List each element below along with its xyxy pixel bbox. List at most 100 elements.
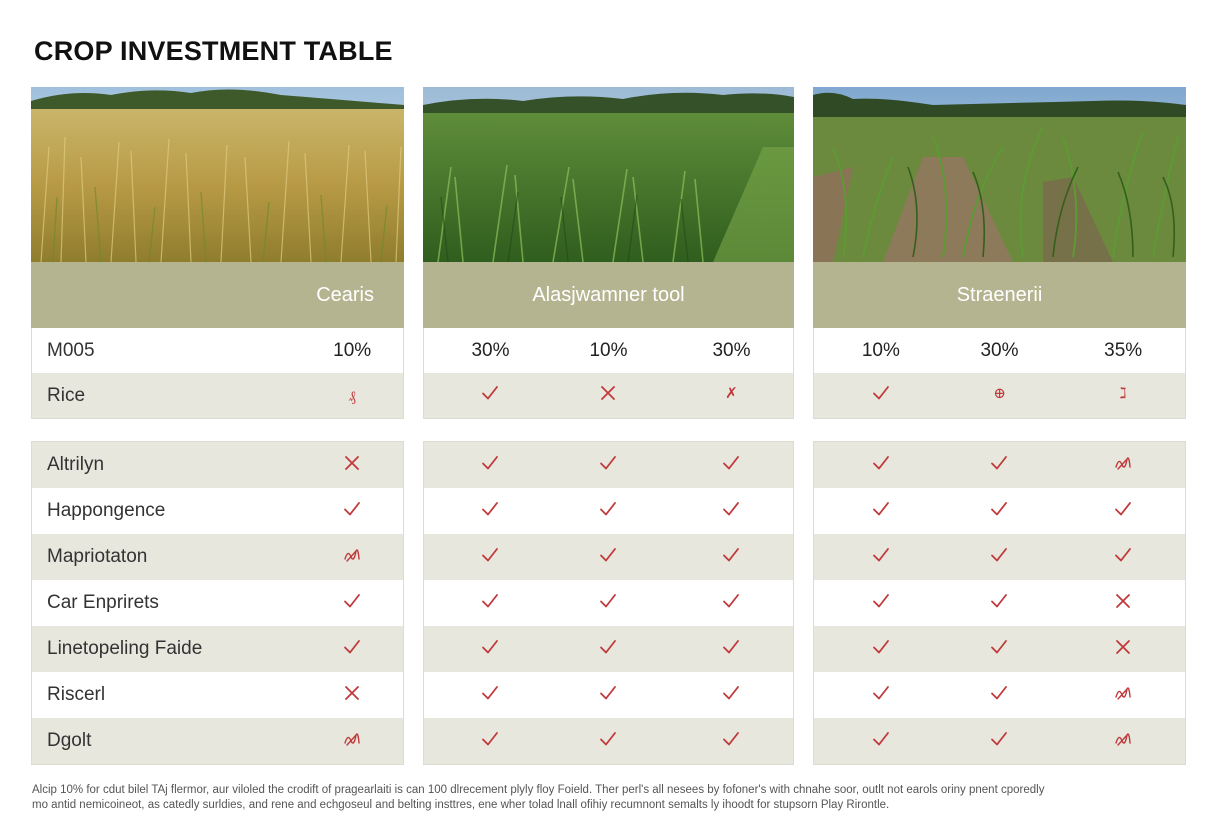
row-label: Altrilyn — [47, 454, 105, 475]
mark-cell — [301, 544, 403, 571]
mark-cell — [814, 590, 938, 617]
check-icon — [720, 544, 742, 566]
green-crop-field-photo — [423, 87, 794, 262]
mark-cell — [938, 728, 1062, 755]
table-row — [424, 718, 793, 764]
check-icon — [597, 544, 619, 566]
footnote-line: mo antid nemicoineot, as catedly surldie… — [32, 799, 890, 811]
mark-cell — [547, 682, 670, 709]
mark-cell — [938, 452, 1062, 479]
table-row — [424, 534, 793, 580]
check-icon — [479, 498, 501, 520]
cross-icon — [597, 382, 619, 404]
mark-cell — [301, 728, 403, 755]
mark-cell — [814, 636, 938, 663]
table-row — [814, 626, 1185, 672]
check-icon — [720, 498, 742, 520]
mark-cell — [670, 498, 793, 525]
table-row — [814, 534, 1185, 580]
table-row: Car Enprirets — [32, 580, 403, 626]
cross-icon — [341, 452, 363, 474]
mark-cell — [814, 682, 938, 709]
table-row — [814, 442, 1185, 488]
mark-cell — [424, 682, 547, 709]
percent-value: 10% — [589, 339, 628, 361]
table-row — [424, 672, 793, 718]
golden-rice-field-photo — [31, 87, 404, 262]
rice-c-1 — [814, 382, 938, 409]
check-icon — [597, 590, 619, 612]
mark-cell — [1061, 544, 1185, 571]
table-top-block: M005 10% Rice ₰ — [31, 328, 404, 419]
check-icon — [720, 452, 742, 474]
check-icon — [479, 636, 501, 658]
percent-value: 10% — [861, 339, 900, 361]
table-row — [424, 488, 793, 534]
column-header: Straenerii — [813, 262, 1186, 328]
mark-cell — [938, 682, 1062, 709]
check-icon — [479, 728, 501, 750]
check-icon — [341, 498, 363, 520]
mark-cell — [424, 452, 547, 479]
check-icon — [720, 682, 742, 704]
check-icon — [988, 682, 1010, 704]
mark-cell — [1061, 682, 1185, 709]
mark-cell — [301, 498, 403, 525]
table-row: Riscerl — [32, 672, 403, 718]
scribble-icon — [1112, 452, 1134, 474]
table-row — [424, 626, 793, 672]
percent-value: 10% — [333, 339, 372, 361]
check-icon — [988, 452, 1010, 474]
check-icon — [720, 728, 742, 750]
mark-cell — [424, 636, 547, 663]
table-row — [424, 442, 793, 488]
cross-icon — [1112, 590, 1134, 612]
mark-cell — [670, 452, 793, 479]
row-label: Happongence — [47, 500, 166, 521]
table-row: M005 10% — [32, 328, 403, 373]
check-icon — [720, 636, 742, 658]
check-icon — [988, 636, 1010, 658]
check-icon — [597, 682, 619, 704]
mark-cell — [670, 544, 793, 571]
table-row: ⊕ ℷ — [814, 373, 1185, 418]
mark-cell — [814, 498, 938, 525]
check-icon — [870, 498, 892, 520]
mark-cell — [547, 498, 670, 525]
check-icon — [479, 544, 501, 566]
column-header: Cearis — [31, 262, 404, 328]
scribble-mark: ✗ — [725, 384, 738, 402]
table-row — [814, 580, 1185, 626]
mark-cell — [814, 452, 938, 479]
table-bottom-block: Altrilyn Happongence Mapriotaton Car Enprir… — [31, 441, 404, 765]
footnote: Alcip 10% for cdut bilel TAj flermor, au… — [32, 783, 1152, 813]
mark-cell — [670, 636, 793, 663]
check-icon — [988, 544, 1010, 566]
check-icon — [341, 636, 363, 658]
cross-icon — [341, 682, 363, 704]
row-label: Riscerl — [47, 684, 106, 705]
table-row — [814, 488, 1185, 534]
mark-cell — [1061, 452, 1185, 479]
table-row: 10% 30% 35% — [814, 328, 1185, 373]
mark-cell — [301, 452, 403, 479]
scribble-icon — [341, 544, 363, 566]
scribble-icon — [1112, 682, 1134, 704]
scribble-mark: ⊕ — [993, 384, 1006, 402]
mark-cell — [1061, 728, 1185, 755]
column-crop-3: Straenerii 10% 30% 35% ⊕ ℷ — [813, 87, 1186, 765]
table-row: Rice ₰ — [32, 373, 403, 418]
mark-cell — [670, 590, 793, 617]
table-row: Altrilyn — [32, 442, 403, 488]
mark-cell — [814, 728, 938, 755]
table-row: Happongence — [32, 488, 403, 534]
table-bottom-block — [423, 441, 794, 765]
row-label: Linetopeling Faide — [47, 638, 203, 659]
page-title: CROP INVESTMENT TABLE — [34, 36, 393, 66]
row-label: Car Enprirets — [47, 592, 159, 613]
table-row: Mapriotaton — [32, 534, 403, 580]
column-crop-2: Alasjwamner tool 30% 10% 30% ✗ — [423, 87, 794, 765]
young-corn-rows-photo — [813, 87, 1186, 262]
mark-cell — [1061, 498, 1185, 525]
table-row: 30% 10% 30% — [424, 328, 793, 373]
